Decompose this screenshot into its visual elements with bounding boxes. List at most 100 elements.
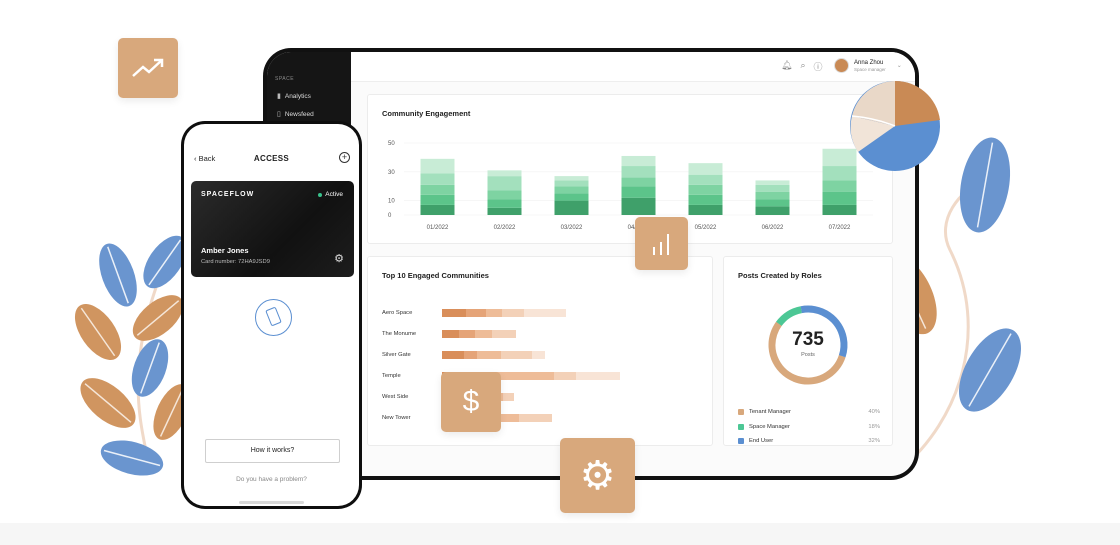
community-label: West Side [382,394,409,400]
bar-segment [822,191,857,205]
chevron-down-icon: ⌄ [896,63,902,69]
bar-segment [488,372,555,380]
x-tick-label: 01/2022 [427,225,449,231]
floor-shadow [0,523,1120,545]
nfc-tap-icon [255,299,292,336]
bar-segment [442,309,467,317]
gear-tile: ⚙ [560,438,635,513]
bar-segment [755,191,790,200]
bar-segment [688,194,723,205]
legend-swatch [738,409,744,415]
community-bar [442,330,516,338]
card-brand: SPACEFLOW [201,191,255,198]
bar-segment [501,351,533,359]
phone-screen: ACCESS ‹ Back + SPACEFLOW Active Amber J… [184,124,359,506]
bar-segment [466,309,486,317]
back-label: Back [198,154,216,163]
bar-segment [519,414,552,422]
trend-up-icon [132,58,164,77]
document-icon: ▯ [277,111,281,118]
gear-icon: ⚙ [579,453,616,498]
community-row: The Monume [382,330,516,338]
bar-segment [554,186,589,194]
sidebar-item-newsfeed[interactable]: ▯ Newsfeed [277,110,314,119]
avatar [834,58,849,73]
add-icon[interactable]: + [339,152,350,163]
bar-segment [487,207,522,215]
legend-item: End User 32% [738,438,880,444]
donut-chart [768,305,848,385]
bar-segment [486,414,519,422]
bar-segment [420,173,455,185]
bar-segment [755,180,790,185]
search-icon[interactable]: ⌕ [800,60,806,70]
problem-link[interactable]: Do you have a problem? [236,476,307,483]
phone-device: ACCESS ‹ Back + SPACEFLOW Active Amber J… [181,121,362,509]
legend-swatch [738,424,744,430]
x-tick-label: 02/2022 [494,225,516,231]
back-button[interactable]: ‹ Back [194,154,216,163]
dollar-icon: $ [462,385,480,418]
bar-segment [822,180,857,192]
bar-chart-icon [652,233,669,255]
bar-segment [420,184,455,195]
card-holder-name: Amber Jones [201,246,249,255]
sidebar-item-analytics[interactable]: ▮ Analytics [277,92,311,101]
bar-segment [554,372,577,380]
bar-segment [524,309,567,317]
x-tick-label: 06/2022 [762,225,784,231]
community-row: Temple [382,372,621,380]
help-icon[interactable]: ⓘ [813,62,823,72]
bar-segment [554,176,589,181]
how-it-works-button[interactable]: How it works? [205,439,340,463]
top-bar-icons: 🔔︎ ⌕ ⓘ [781,60,823,73]
bar-segment [621,166,656,178]
bar-segment [621,177,656,187]
bar-segment [442,330,459,338]
bar-segment [487,199,522,208]
posts-donut: 735 Posts [764,301,852,389]
community-engagement-card: Community Engagement 0 10 30 50 01/2022 02/20… [367,94,893,244]
bar-segment [688,163,723,175]
community-label: New Tower [382,415,411,421]
dollar-tile: $ [441,372,501,432]
bar-segment [554,200,589,215]
access-card[interactable]: SPACEFLOW Active Amber Jones Card number… [191,181,354,277]
sidebar-item-label: Analytics [284,92,311,100]
user-role: Space manager [854,66,886,72]
legend-pct: 40% [868,409,880,415]
bell-icon[interactable]: 🔔︎ [781,60,793,70]
y-tick-label: 0 [388,213,392,219]
x-tick-label: 07/2022 [829,225,851,231]
top-bar: 🔔︎ ⌕ ⓘ Anna Zhou Space manager ⌄ [351,52,915,82]
legend-swatch [738,438,744,444]
user-menu[interactable]: Anna Zhou Space manager ⌄ [834,58,902,73]
bar-segment [464,351,478,359]
status-label: Active [325,191,343,198]
bar-segment [491,330,516,338]
left-leaves [74,235,191,476]
tablet-screen: SPACE ▮ Analytics ▯ Newsfeed 🔔︎ ⌕ ⓘ [267,52,915,476]
posts-total-label: Posts [801,352,815,358]
bar-segment [442,351,464,359]
status-badge: Active [318,191,343,198]
bar-segment [458,330,475,338]
bar-segment [554,193,589,201]
card-title: Top 10 Engaged Communities [382,271,489,280]
gear-icon[interactable]: ⚙ [334,253,344,265]
bar-segment [621,186,656,198]
bar-segment [688,184,723,195]
y-tick-label: 30 [388,170,395,176]
trend-up-tile [118,38,178,98]
bar-chart-tile [635,217,688,270]
x-tick-label: 05/2022 [695,225,717,231]
bar-segment [420,158,455,174]
bar-segment [822,148,857,167]
bar-segment [532,351,546,359]
card-title: Community Engagement [382,109,471,118]
bar-segment [688,174,723,185]
bar-segment [621,155,656,167]
bar-segment [688,204,723,215]
bar-segment [755,199,790,207]
